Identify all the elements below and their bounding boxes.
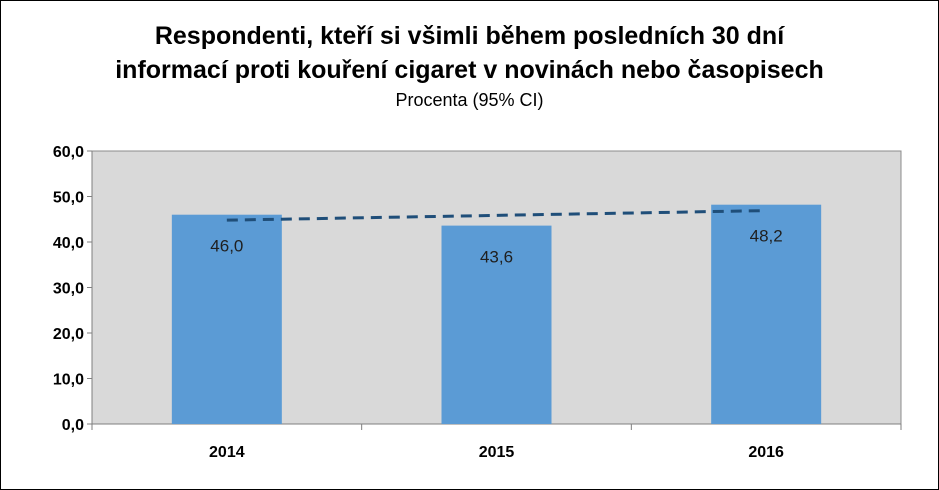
chart-title-line-2: informací proti kouření cigaret v noviná… bbox=[115, 56, 824, 84]
y-tick-label: 20,0 bbox=[53, 326, 84, 343]
bar-2014 bbox=[171, 214, 282, 424]
chart-subtitle: Procenta (95% CI) bbox=[395, 90, 544, 110]
x-tick-label-2016: 2016 bbox=[748, 444, 784, 461]
y-tick-label: 50,0 bbox=[53, 190, 84, 207]
data-label-2014: 46,0 bbox=[210, 237, 243, 256]
chart-title-line-1: Respondenti, kteří si všimli během posle… bbox=[154, 22, 785, 50]
x-tick-label-2015: 2015 bbox=[479, 444, 515, 461]
bar-2015 bbox=[441, 225, 552, 424]
x-tick-label-2014: 2014 bbox=[209, 444, 245, 461]
y-tick-label: 10,0 bbox=[53, 372, 84, 389]
y-tick-label: 60,0 bbox=[53, 144, 84, 161]
bar-2016 bbox=[711, 204, 822, 424]
chart-title: Respondenti, kteří si všimli během posle… bbox=[1, 19, 938, 87]
y-tick-label: 40,0 bbox=[53, 235, 84, 252]
y-tick-label: 0,0 bbox=[62, 417, 84, 434]
data-label-2016: 48,2 bbox=[750, 227, 783, 246]
y-tick-label: 30,0 bbox=[53, 281, 84, 298]
data-label-2015: 43,6 bbox=[480, 248, 513, 267]
